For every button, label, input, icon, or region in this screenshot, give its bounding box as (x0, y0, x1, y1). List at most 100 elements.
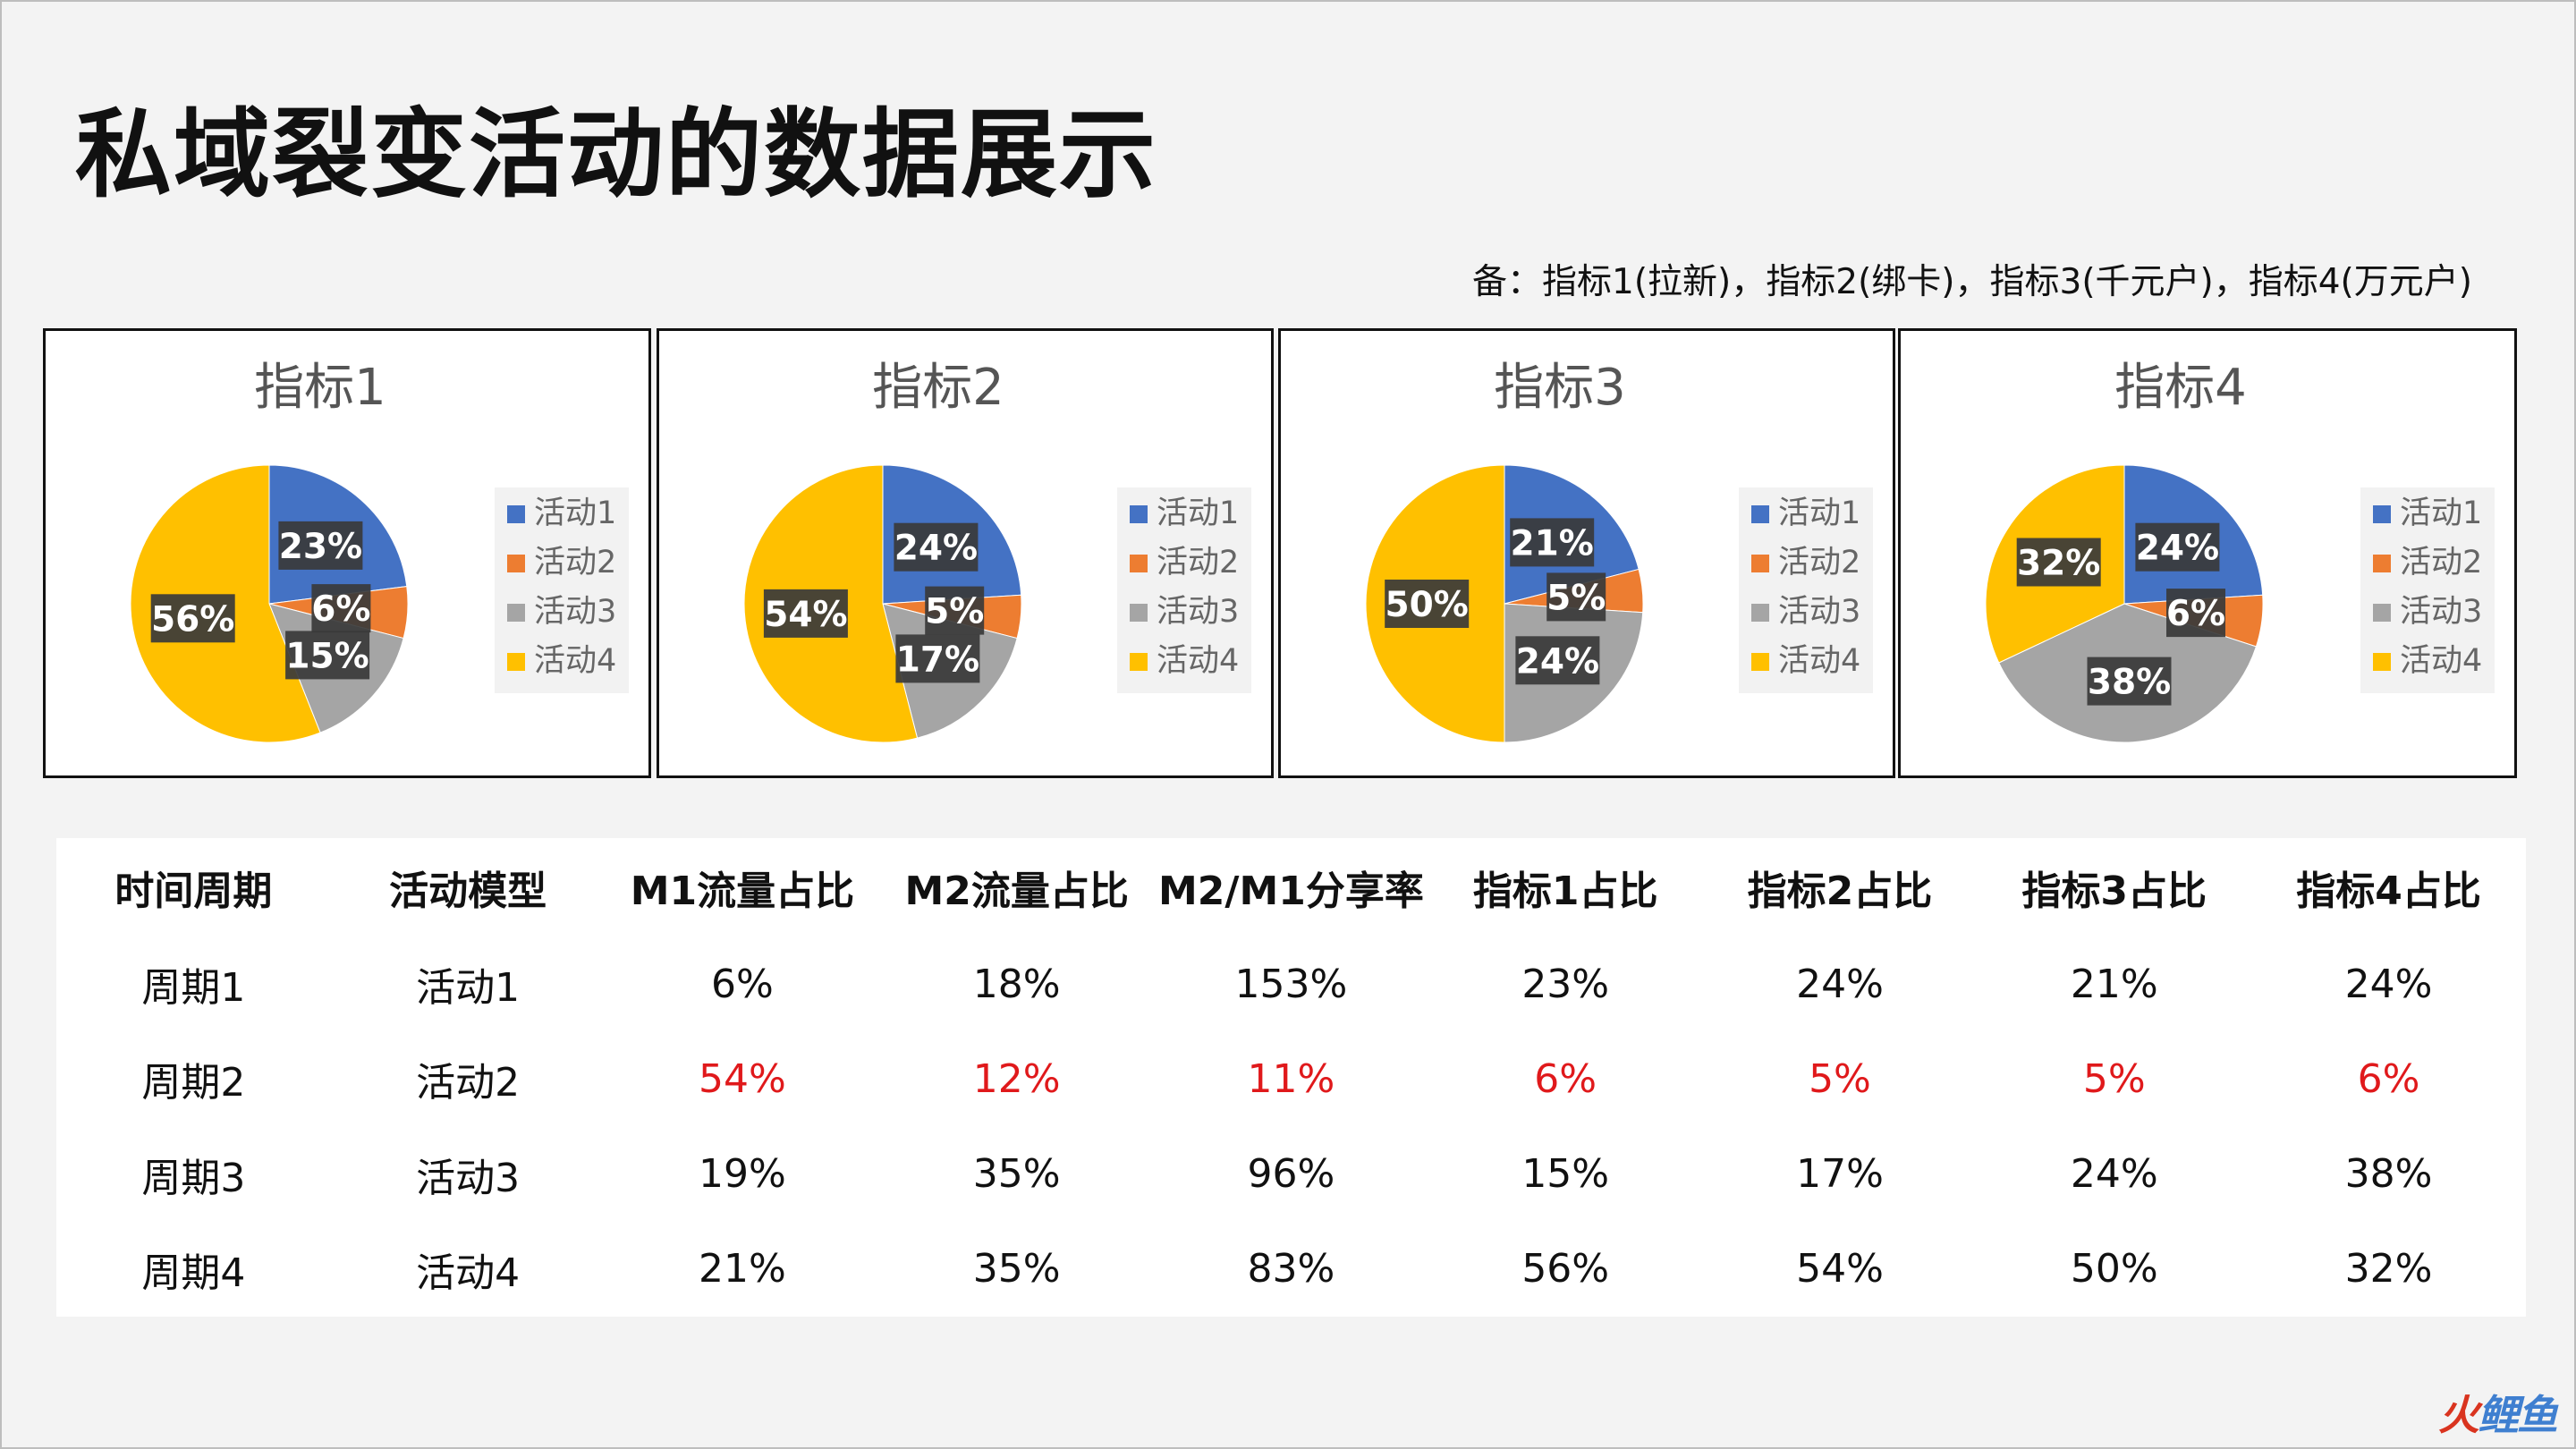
legend-label: 活动4 (2400, 643, 2482, 679)
table-header-row: 时间周期 活动模型 M1流量占比 M2流量占比 M2/M1分享率 指标1占比 指… (56, 838, 2526, 936)
table-cell: 50% (2070, 1246, 2158, 1292)
legend-label: 活动4 (1157, 643, 1239, 679)
header-cell: 指标2占比 (1747, 869, 1933, 914)
pie-data-label-text: 5% (1546, 578, 1606, 618)
legend-swatch (1130, 505, 1148, 523)
legend-swatch (2373, 555, 2391, 572)
pie-data-label-bg (895, 634, 980, 683)
legend-label: 活动3 (534, 594, 616, 630)
pie-data-label: 15% (285, 631, 370, 680)
metric-note: 备：指标1(拉新)，指标2(绑卡)，指标3(千元户)，指标4(万元户) (1472, 262, 2472, 302)
pie-chart-title: 指标1 (254, 359, 386, 417)
table-cell: 24% (1796, 961, 1884, 1007)
pie-data-label-bg (278, 521, 363, 570)
header-cell: 指标1占比 (1472, 869, 1658, 914)
pie-data-label-bg (2166, 589, 2225, 638)
legend-label: 活动1 (1778, 496, 1860, 531)
table-cell: 17% (1796, 1151, 1884, 1198)
pie-data-label-text: 23% (279, 527, 362, 567)
legend-swatch (1751, 505, 1769, 523)
table-cell: 153% (1234, 961, 1348, 1007)
legend-swatch (507, 604, 525, 622)
table-cell: 周期2 (141, 1060, 246, 1106)
pie-data-label: 24% (894, 522, 979, 572)
header-cell: M2流量占比 (904, 869, 1129, 914)
pie-data-label-bg (2016, 538, 2101, 587)
table-cell: 6% (711, 961, 774, 1007)
table-cell-highlight: 6% (2357, 1055, 2420, 1102)
table-cell: 96% (1247, 1151, 1335, 1198)
legend-swatch (507, 505, 525, 523)
legend-label: 活动2 (1157, 545, 1239, 580)
page-title: 私域裂变活动的数据展示 (75, 99, 1158, 211)
pie-chart-title: 指标3 (1494, 359, 1626, 417)
pie-data-label-bg (285, 631, 370, 680)
pie-data-label-text: 24% (1516, 641, 1599, 682)
legend-label: 活动2 (1778, 545, 1860, 580)
pie-chart-svg: 指标4 24% 6% 38% 32% 活动1 活动2 活动3 活动4 (1985, 359, 2495, 743)
pie-data-label: 21% (1510, 518, 1595, 567)
pie-data-label: 24% (1515, 636, 1600, 685)
legend-label: 活动3 (1778, 594, 1860, 630)
pie-data-label: 5% (1546, 572, 1606, 622)
pie-data-label: 56% (150, 594, 235, 643)
pie-chart-title: 指标4 (2114, 359, 2247, 417)
pie-data-label-bg (1385, 580, 1470, 628)
pie-data-label: 24% (2135, 522, 2220, 572)
legend-label: 活动3 (1157, 594, 1239, 630)
table-row: 周期1 活动1 6% 18% 153% 23% 24% 21% 24% (56, 936, 2526, 1031)
legend-swatch (1751, 604, 1769, 622)
table-row: 周期3 活动3 19% 35% 96% 15% 17% 24% 38% (56, 1127, 2526, 1222)
pie-panel-4: 指标4 24% 6% 38% 32% 活动1 活动2 活动3 活动4 (1898, 328, 2517, 778)
table-cell: 32% (2344, 1246, 2433, 1292)
pie-data-label: 32% (2016, 538, 2101, 587)
pie-data-label-bg (1510, 518, 1595, 567)
pie-chart-svg: 指标2 24% 5% 17% 54% 活动1 活动2 活动3 活动4 (743, 359, 1251, 743)
table-cell-highlight: 54% (699, 1055, 786, 1102)
pie-data-label: 6% (311, 584, 371, 633)
pie-data-label-text: 24% (894, 529, 978, 569)
legend-swatch (507, 653, 525, 671)
pie-data-label-text: 5% (925, 592, 984, 632)
watermark-logo: 火鲤鱼 (2438, 1383, 2558, 1442)
table-cell: 56% (1521, 1246, 1610, 1292)
header-cell: 时间周期 (114, 869, 273, 914)
table-row: 周期4 活动4 21% 35% 83% 56% 54% 50% 32% (56, 1222, 2526, 1317)
table-cell-highlight: 11% (1247, 1055, 1335, 1102)
legend-label: 活动1 (1157, 496, 1239, 531)
pie-data-label: 50% (1385, 580, 1470, 628)
legend-label: 活动4 (1778, 643, 1860, 679)
pie-data-label-text: 56% (151, 599, 234, 640)
legend-label: 活动2 (534, 545, 616, 580)
table-cell: 活动3 (416, 1155, 521, 1201)
header-cell: M2/M1分享率 (1158, 869, 1424, 914)
table-cell: 活动4 (416, 1250, 521, 1296)
table-cell: 24% (2070, 1151, 2158, 1198)
pie-data-label-bg (763, 589, 848, 638)
pie-chart-svg: 指标1 23% 6% 15% 56% 活动1 活动2 活动3 活动4 (130, 359, 629, 743)
legend-swatch (2373, 604, 2391, 622)
table-cell: 活动2 (416, 1060, 521, 1106)
data-table-container: 时间周期 活动模型 M1流量占比 M2流量占比 M2/M1分享率 指标1占比 指… (56, 838, 2526, 1317)
table-cell: 周期4 (141, 1250, 246, 1296)
pie-data-label-text: 50% (1385, 585, 1469, 625)
pie-data-label: 17% (895, 634, 980, 683)
table-cell: 21% (2070, 961, 2158, 1007)
legend-swatch (2373, 653, 2391, 671)
legend-swatch (1751, 653, 1769, 671)
watermark-part-1: 火 (2438, 1391, 2479, 1439)
pie-data-label-bg (2135, 522, 2220, 572)
legend-label: 活动1 (2400, 496, 2482, 531)
pie-data-label-text: 6% (2166, 594, 2225, 634)
table-cell: 83% (1247, 1246, 1335, 1292)
legend-swatch (2373, 505, 2391, 523)
table-cell: 35% (972, 1246, 1061, 1292)
pie-data-label-bg (894, 522, 979, 572)
pie-data-label: 38% (2087, 657, 2172, 706)
header-cell: 指标3占比 (2021, 869, 2207, 914)
table-cell: 21% (699, 1246, 786, 1292)
pie-data-label-text: 15% (285, 636, 369, 676)
pie-data-label: 6% (2166, 589, 2225, 638)
table-cell-highlight: 6% (1534, 1055, 1597, 1102)
legend-swatch (1751, 555, 1769, 572)
